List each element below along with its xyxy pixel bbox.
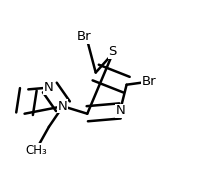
Text: Br: Br [142,75,156,88]
Text: CH₃: CH₃ [25,144,47,157]
Text: N: N [58,100,68,113]
Text: S: S [108,45,117,59]
Text: N: N [116,105,126,117]
Text: N: N [44,81,54,94]
Text: Br: Br [77,30,92,44]
